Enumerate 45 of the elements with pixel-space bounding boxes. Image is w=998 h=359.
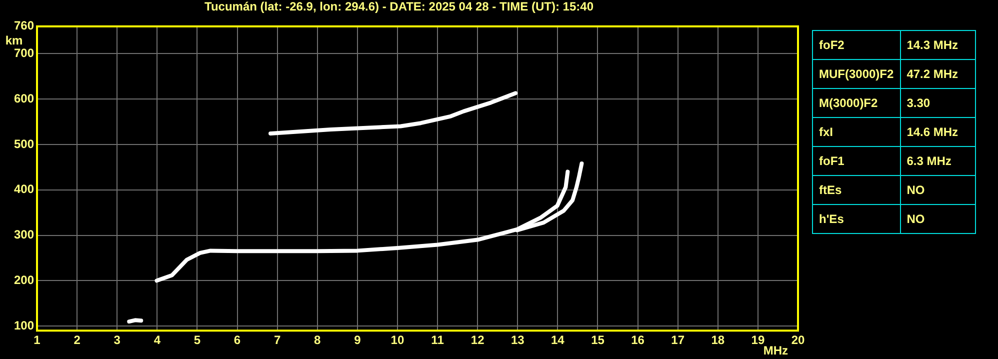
x-axis-title: MHz: [763, 343, 788, 358]
text: 14.6 MHz: [900, 118, 976, 146]
x-tick-label: 14: [551, 333, 565, 348]
text: ftEs: [812, 176, 900, 204]
y-axis-title: km: [5, 34, 23, 48]
text: M(3000)F2: [812, 88, 900, 118]
text: h'Es: [812, 204, 900, 234]
text: 6.3 MHz: [900, 146, 976, 176]
x-tick-label: 1: [34, 333, 41, 348]
y-tick-label: 300: [14, 228, 34, 242]
x-tick-label: 2: [74, 333, 81, 348]
x-tick-label: 16: [631, 333, 645, 348]
x-tick-label: 20: [791, 333, 805, 348]
x-tick-label: 11: [431, 333, 444, 348]
y-tick-label: 400: [14, 182, 34, 196]
x-tick-label: 10: [390, 333, 404, 348]
y-tick-label: 600: [14, 91, 34, 106]
x-tick-label: 13: [510, 333, 525, 348]
x-tick-label: 12: [470, 333, 485, 348]
text: 14.3 MHz: [900, 30, 976, 60]
text: foF2: [812, 30, 900, 60]
x-tick-label: 6: [234, 333, 241, 348]
text: 47.2 MHz: [900, 60, 976, 88]
y-tick-label: 100: [14, 318, 34, 332]
text: 3.30: [900, 88, 976, 118]
x-tick-label: 7: [274, 333, 281, 348]
text: MUF(3000)F2: [812, 60, 900, 88]
y-tick-label: 700: [14, 46, 34, 60]
x-tick-label: 8: [314, 333, 322, 348]
x-tick-label: 5: [194, 333, 201, 348]
y-tick-label: 200: [14, 272, 34, 287]
text: foF1: [812, 146, 900, 176]
x-tick-label: 3: [114, 333, 121, 348]
x-tick-label: 15: [591, 333, 605, 348]
y-tick-label: 760: [14, 18, 34, 33]
text: NO: [900, 204, 976, 234]
x-tick-label: 19: [751, 333, 765, 348]
x-tick-label: 17: [671, 333, 685, 348]
text: NO: [900, 176, 976, 204]
text: fxI: [812, 118, 900, 146]
x-tick-label: 18: [711, 333, 725, 348]
x-tick-label: 9: [354, 333, 362, 348]
chart-title: Tucumán (lat: -26.9, lon: 294.6) - DATE: 2025 04 28 - TIME (UT): 15:40: [204, 0, 594, 14]
y-tick-label: 500: [14, 136, 34, 151]
x-tick-label: 4: [154, 333, 161, 348]
